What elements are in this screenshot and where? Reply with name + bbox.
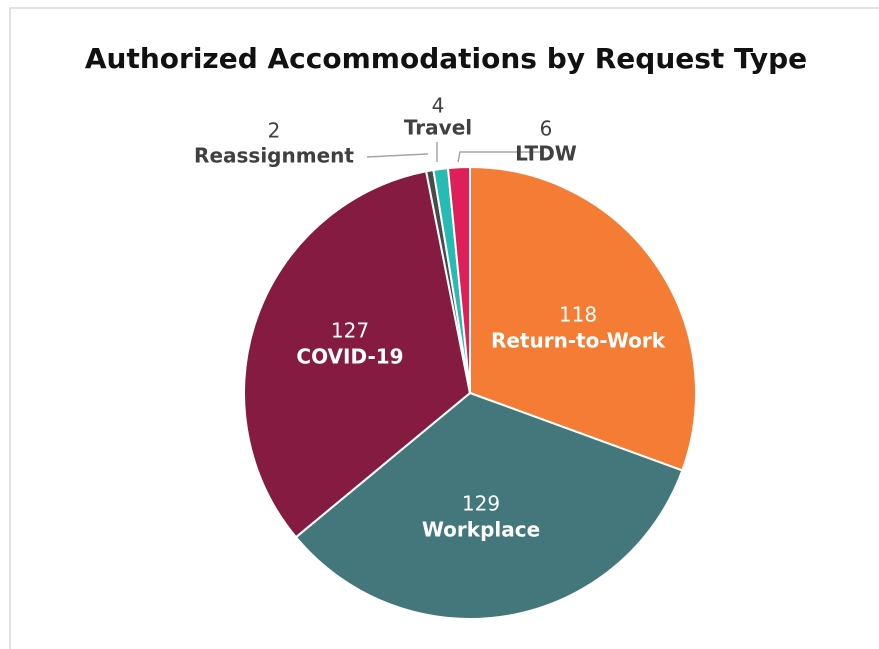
value-label: 127 [331,319,369,343]
value-label: 118 [559,303,597,327]
chart-title: Authorized Accommodations by Request Typ… [85,42,807,75]
pie-slice [294,391,684,620]
value-label: 2 [268,119,281,143]
pie-slice [446,165,471,394]
category-label: Reassignment [194,144,354,168]
category-label: Workplace [422,518,540,542]
value-label: 4 [432,94,445,118]
pie-slice [469,165,697,472]
value-label: 129 [462,492,500,516]
pie-slice [243,170,472,539]
category-label: COVID-19 [296,345,403,369]
leader-line [366,153,429,158]
category-label: Travel [404,116,472,140]
leader-line [457,151,543,163]
category-label: LTDW [515,142,577,166]
category-label: Return-to-Work [491,329,666,353]
value-label: 6 [540,117,553,141]
